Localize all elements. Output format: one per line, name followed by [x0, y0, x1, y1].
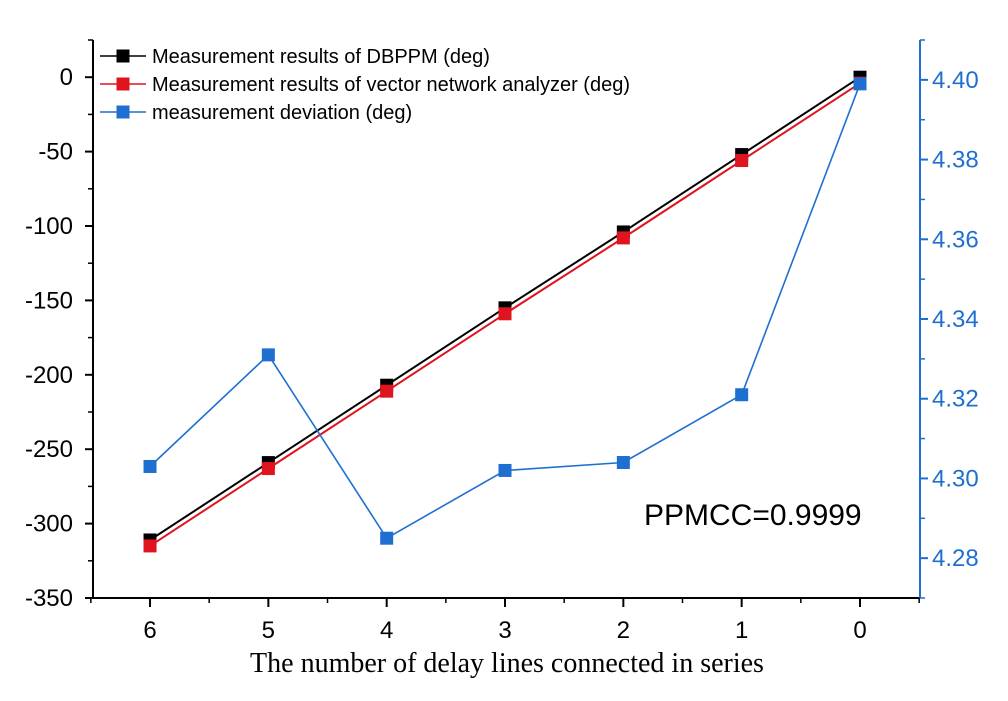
legend-entry-3: measurement deviation (deg) — [100, 102, 412, 124]
series-layer — [143, 70, 867, 553]
y-tick-label-right: 4.32 — [932, 386, 979, 413]
y-tick-label-right: 4.38 — [932, 147, 979, 174]
x-tick-label: 6 — [143, 617, 156, 644]
y-tick-label-right: 4.30 — [932, 465, 979, 492]
y-tick-label-left: -50 — [38, 139, 73, 166]
data-point-2 — [735, 154, 749, 168]
x-tick-label: 1 — [735, 617, 748, 644]
legend-entry-1: Measurement results of DBPPM (deg) — [100, 46, 490, 68]
y-tick-label-left: -250 — [25, 436, 73, 463]
y-tick-label-right: 4.36 — [932, 226, 979, 253]
data-point-3 — [143, 459, 157, 473]
y-tick-label-right: 4.40 — [932, 67, 979, 94]
y-tick-label-right: 4.34 — [932, 306, 979, 333]
data-point-3 — [616, 455, 630, 469]
legend-marker-2 — [116, 77, 130, 91]
data-point-2 — [498, 307, 512, 321]
x-tick-label: 0 — [853, 617, 866, 644]
legend-marker-3 — [116, 105, 130, 119]
y-tick-label-right: 4.28 — [932, 545, 979, 572]
ppmcc-annotation: PPMCC=0.9999 — [644, 499, 862, 532]
x-tick-label: 3 — [498, 617, 511, 644]
data-point-2 — [143, 539, 157, 553]
data-point-3 — [853, 77, 867, 91]
x-tick-label: 4 — [380, 617, 393, 644]
axes: 0 -50 -100 -150 -200 -250 -300 -350 4.28 4.30 4.32… — [25, 39, 979, 644]
data-point-3 — [735, 388, 749, 402]
legend-entry-2: Measurement results of vector network an… — [100, 74, 630, 96]
data-point-3 — [498, 463, 512, 477]
data-point-2 — [261, 462, 275, 476]
x-tick-label: 2 — [617, 617, 630, 644]
legend-label-1: Measurement results of DBPPM (deg) — [152, 46, 490, 68]
y-tick-label-left: -300 — [25, 511, 73, 538]
data-point-2 — [616, 231, 630, 245]
y-tick-label-left: -350 — [25, 585, 73, 612]
series-3 — [143, 77, 867, 545]
y-tick-label-left: -150 — [25, 287, 73, 314]
y-tick-label-left: -200 — [25, 362, 73, 389]
data-point-2 — [380, 384, 394, 398]
legend-marker-1 — [116, 49, 130, 63]
x-axis-label: The number of delay lines connected in s… — [250, 648, 764, 679]
data-point-3 — [261, 348, 275, 362]
y-tick-label-left: -100 — [25, 213, 73, 240]
legend-label-3: measurement deviation (deg) — [152, 102, 412, 124]
y-tick-label-left: 0 — [60, 64, 73, 91]
legend: Measurement results of DBPPM (deg) Measur… — [100, 46, 630, 124]
data-point-3 — [380, 531, 394, 545]
legend-label-2: Measurement results of vector network an… — [152, 74, 630, 96]
x-tick-label: 5 — [262, 617, 275, 644]
